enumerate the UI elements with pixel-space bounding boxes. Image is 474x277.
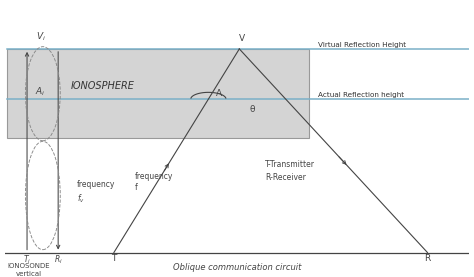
Text: $T_i$: $T_i$ (23, 254, 31, 266)
Text: Actual Reflection height: Actual Reflection height (319, 92, 404, 98)
Text: $V_i$: $V_i$ (36, 30, 46, 43)
Text: T: T (111, 254, 117, 263)
Text: IONOSPHERE: IONOSPHERE (70, 81, 134, 91)
Text: IONOSONDE
vertical
cirtuit: IONOSONDE vertical cirtuit (7, 263, 50, 277)
Bar (7, 49, 309, 138)
Text: Oblique communication circuit: Oblique communication circuit (173, 263, 301, 272)
Text: R: R (424, 254, 430, 263)
Text: θ: θ (250, 106, 255, 114)
Text: V: V (238, 35, 245, 43)
Text: $A_i$: $A_i$ (36, 85, 46, 98)
Text: A: A (216, 89, 222, 98)
Text: $R_i$: $R_i$ (54, 254, 63, 266)
Text: frequency
$f_v$: frequency $f_v$ (77, 180, 115, 205)
Text: frequency
f: frequency f (135, 171, 173, 192)
Text: T-Transmitter
R-Receiver: T-Transmitter R-Receiver (265, 160, 315, 182)
Text: Virtual Reflection Height: Virtual Reflection Height (319, 42, 406, 48)
